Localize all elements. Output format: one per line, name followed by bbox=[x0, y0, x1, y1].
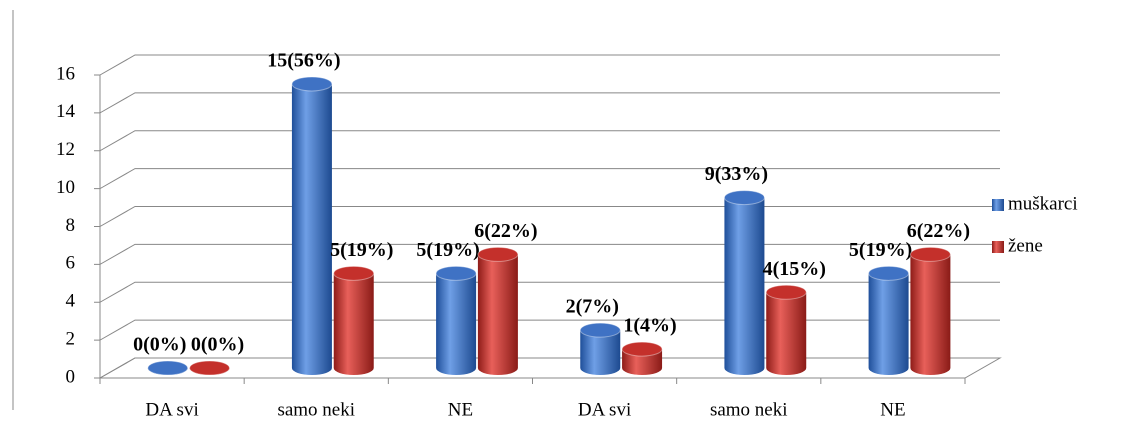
legend-label: muškarci bbox=[1008, 193, 1078, 214]
value-label: 5(19%) bbox=[849, 239, 912, 261]
grid-line bbox=[99, 54, 1000, 76]
x-tick-label: DA svi bbox=[578, 399, 631, 420]
bar-top bbox=[868, 265, 910, 281]
bar-top bbox=[333, 265, 375, 281]
bar-top bbox=[909, 246, 951, 262]
bar bbox=[579, 322, 621, 375]
y-tick-label: 8 bbox=[66, 215, 76, 236]
value-label: 4(15%) bbox=[763, 258, 826, 280]
legend-swatch bbox=[992, 199, 1004, 211]
value-label: 6(22%) bbox=[474, 220, 537, 242]
bar bbox=[868, 265, 910, 375]
grid-line bbox=[99, 319, 1000, 341]
bar bbox=[333, 265, 375, 375]
grid-line bbox=[99, 168, 1000, 190]
y-tick-label: 14 bbox=[56, 101, 76, 122]
bar-top bbox=[765, 284, 807, 300]
y-tick-label: 16 bbox=[56, 63, 75, 84]
y-tick-label: 10 bbox=[56, 177, 75, 198]
grid-line bbox=[99, 92, 1000, 114]
value-label: 2(7%) bbox=[566, 296, 619, 318]
bar-top bbox=[723, 190, 765, 206]
bar bbox=[909, 246, 951, 375]
bar bbox=[435, 265, 477, 375]
x-tick-label: DA svi bbox=[145, 399, 198, 420]
x-tick-label: NE bbox=[448, 399, 473, 420]
y-tick-label: 0 bbox=[66, 366, 76, 387]
bar bbox=[189, 360, 231, 376]
grid-line bbox=[99, 206, 1000, 227]
x-tick-label: samo neki bbox=[710, 399, 788, 420]
bar bbox=[477, 246, 519, 375]
bar bbox=[765, 284, 807, 375]
legend-label: žene bbox=[1008, 235, 1043, 256]
bar-top bbox=[189, 360, 231, 376]
bar-body bbox=[333, 273, 374, 375]
legend-swatch bbox=[992, 241, 1004, 253]
grid-line bbox=[99, 243, 1000, 265]
x-tick-label: NE bbox=[880, 399, 905, 420]
value-label: 5(19%) bbox=[416, 239, 479, 261]
bar-body bbox=[477, 254, 518, 375]
bar-top bbox=[579, 322, 621, 338]
value-label: 5(19%) bbox=[330, 239, 393, 261]
bar-body bbox=[436, 273, 477, 375]
bar bbox=[723, 190, 765, 375]
bar-top bbox=[291, 76, 333, 92]
floor bbox=[98, 357, 1002, 379]
bar-body bbox=[291, 83, 332, 375]
bar-body bbox=[868, 273, 909, 375]
bar-body bbox=[910, 254, 951, 375]
bar-top bbox=[435, 265, 477, 281]
grid-line bbox=[99, 130, 1000, 152]
y-tick-label: 2 bbox=[66, 328, 76, 349]
value-label: 1(4%) bbox=[623, 315, 676, 337]
bar-body bbox=[766, 292, 807, 375]
y-tick-label: 6 bbox=[66, 253, 76, 274]
bar-body bbox=[580, 330, 621, 375]
bar bbox=[621, 341, 663, 375]
value-label: 9(33%) bbox=[705, 163, 768, 185]
grid-line bbox=[99, 281, 1000, 303]
bar-body bbox=[724, 197, 765, 375]
bar-top bbox=[147, 360, 189, 376]
value-label: 15(56%) bbox=[267, 50, 340, 72]
value-label: 6(22%) bbox=[907, 220, 970, 242]
bar-top bbox=[621, 341, 663, 357]
bar-body bbox=[622, 349, 663, 375]
value-label: 0(0%) bbox=[191, 334, 244, 356]
value-label: 0(0%) bbox=[133, 334, 186, 356]
grid-line bbox=[99, 357, 1000, 379]
y-tick-label: 4 bbox=[66, 291, 76, 312]
bar-top bbox=[477, 246, 519, 262]
bar bbox=[147, 360, 189, 376]
y-tick-label: 12 bbox=[56, 139, 75, 160]
bar bbox=[291, 76, 333, 375]
x-tick-label: samo neki bbox=[277, 399, 355, 420]
